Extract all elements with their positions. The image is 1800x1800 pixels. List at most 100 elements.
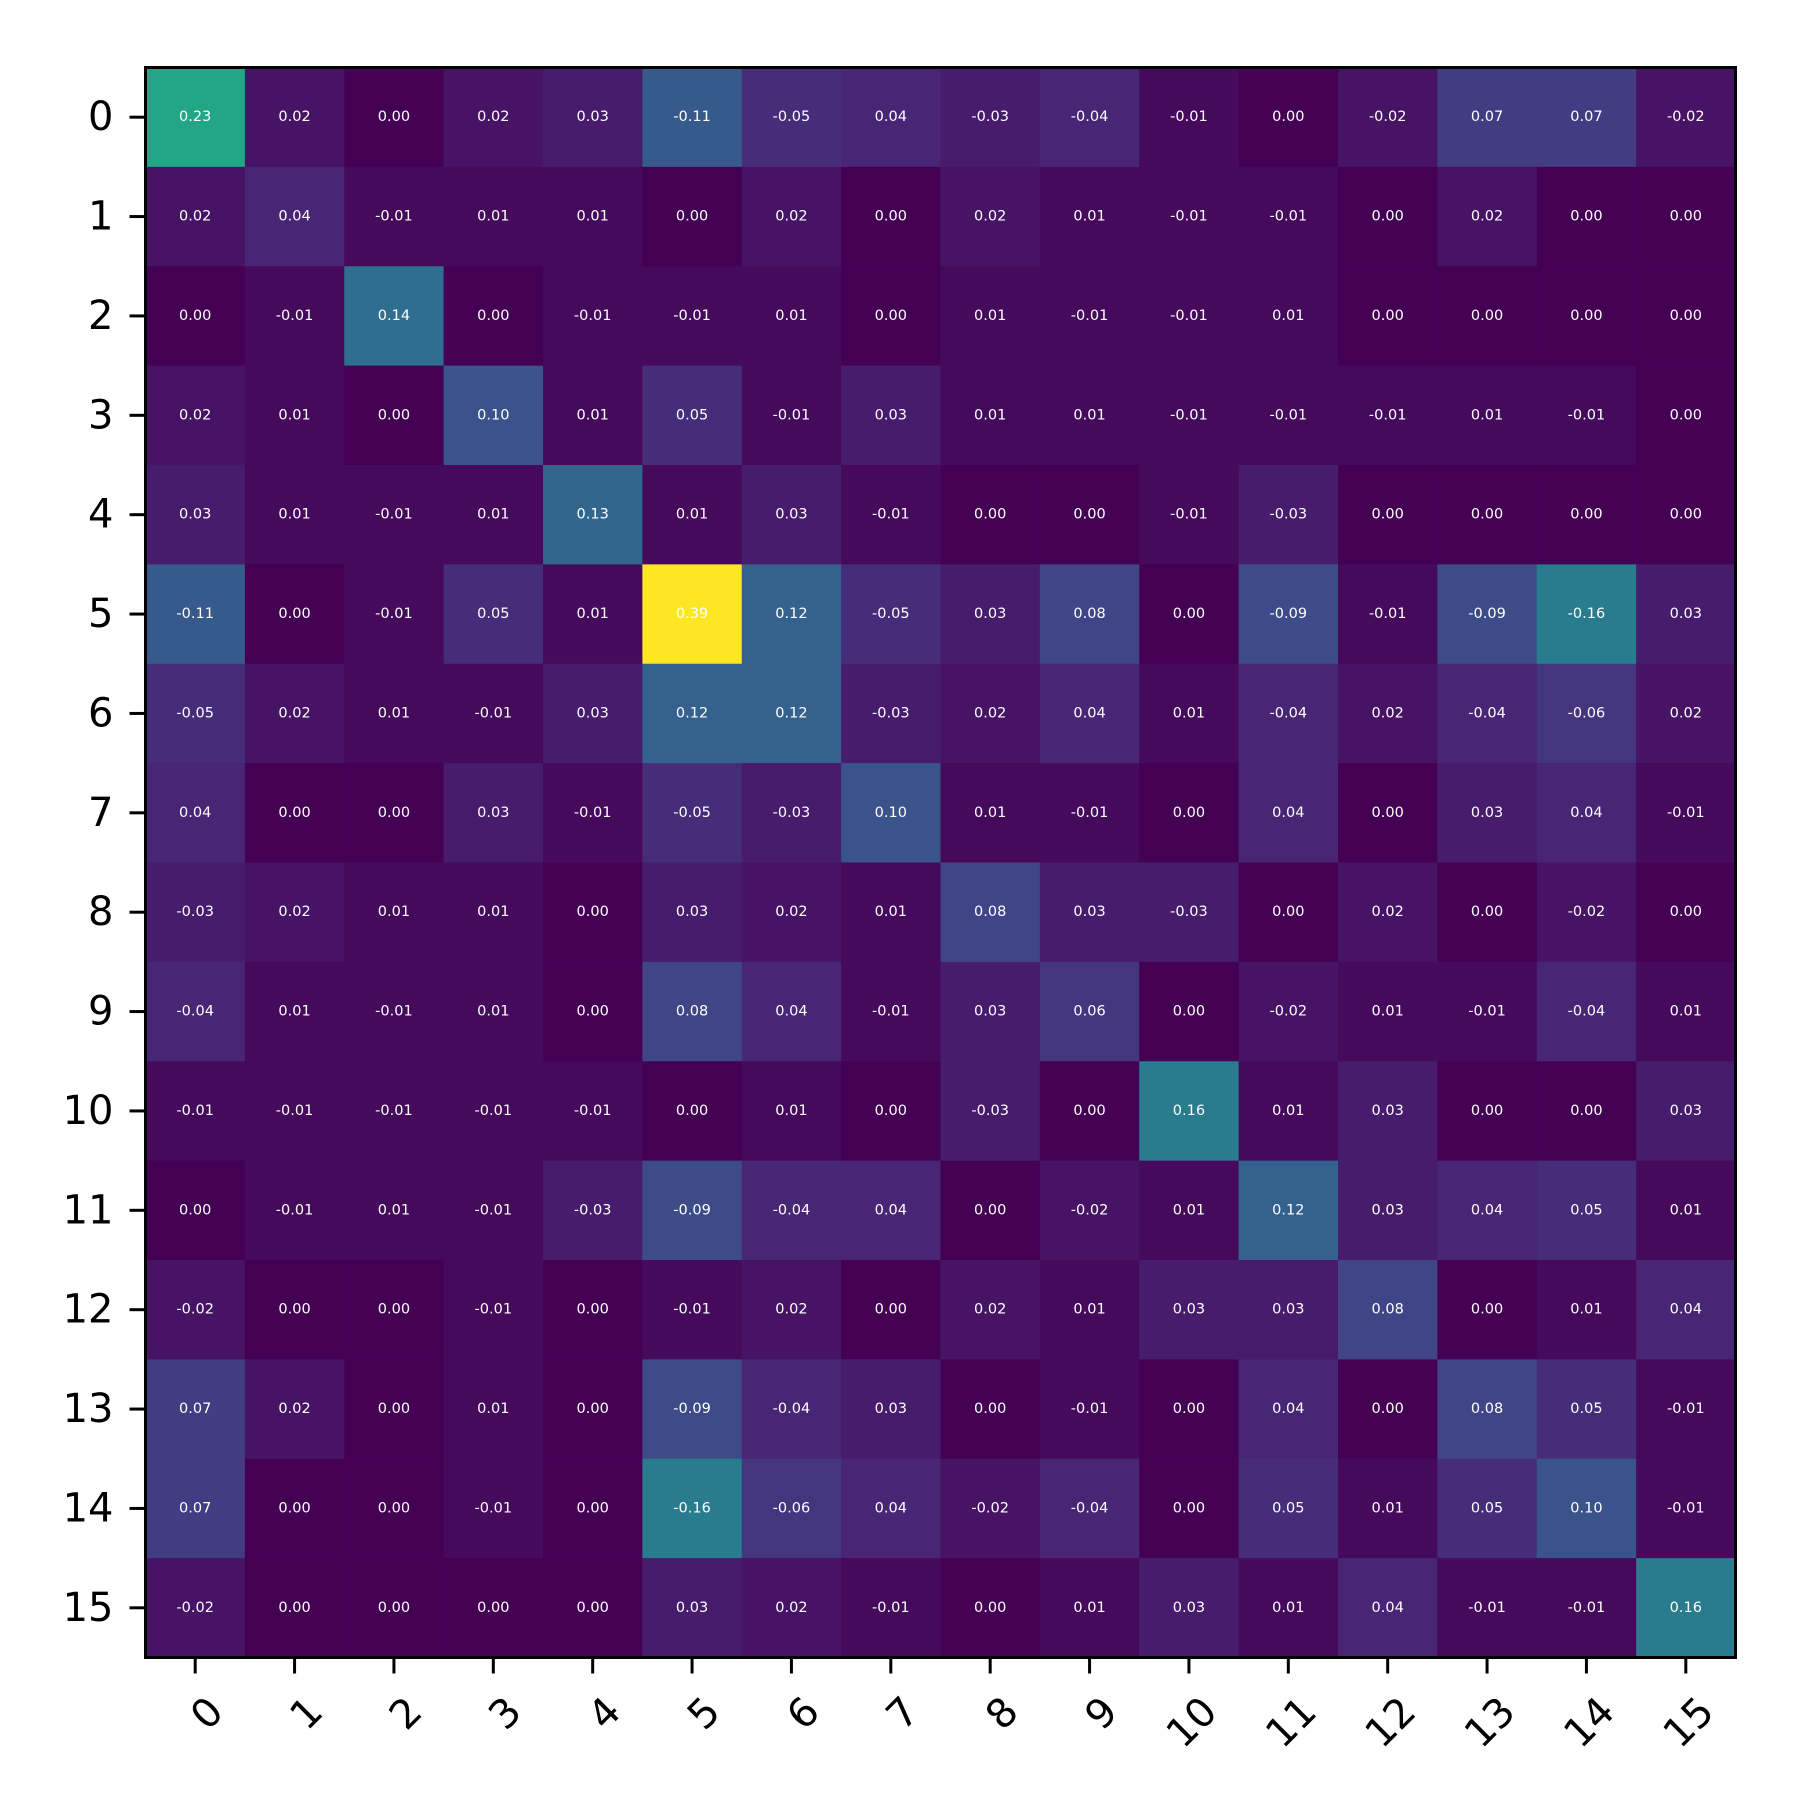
heatmap-cell-10-15 — [1636, 1061, 1736, 1162]
cell-value-label: 0.00 — [577, 1401, 609, 1417]
cell-value-label: -0.04 — [1468, 705, 1506, 721]
heatmap-cell-0-15 — [1636, 67, 1736, 168]
cell-value-label: 0.00 — [477, 308, 509, 324]
cell-value-label: -0.01 — [475, 1500, 513, 1516]
heatmap-cell-0-0 — [145, 67, 246, 168]
cell-value-label: -0.01 — [276, 308, 314, 324]
cell-value-label: 0.03 — [974, 1004, 1006, 1020]
cell-value-label: 0.02 — [179, 407, 211, 423]
cell-value-label: -0.03 — [971, 1103, 1009, 1119]
heatmap-cell-1-14 — [1536, 166, 1637, 267]
heatmap-cell-12-10 — [1139, 1260, 1240, 1360]
heatmap-cell-13-14 — [1536, 1359, 1637, 1460]
heatmap-cell-5-6 — [741, 564, 842, 665]
heatmap-cell-5-8 — [940, 564, 1041, 665]
heatmap-cell-13-15 — [1636, 1359, 1736, 1460]
heatmap-cell-8-0 — [145, 862, 246, 963]
cell-value-label: -0.03 — [1270, 507, 1308, 523]
cell-value-label: 0.01 — [477, 904, 509, 920]
heatmap-cell-7-4 — [543, 763, 643, 863]
cell-value-label: 0.01 — [974, 308, 1006, 324]
heatmap-cell-12-6 — [741, 1260, 842, 1360]
cell-value-label: 0.01 — [1570, 1302, 1602, 1318]
heatmap-cell-2-13 — [1437, 266, 1538, 367]
heatmap-cell-4-15 — [1636, 465, 1736, 565]
heatmap-cell-7-11 — [1238, 763, 1339, 863]
cell-value-label: 0.07 — [1471, 109, 1503, 125]
heatmap-cell-10-5 — [642, 1061, 743, 1162]
cell-value-label: 0.05 — [1471, 1500, 1503, 1516]
heatmap-cell-14-6 — [741, 1458, 842, 1559]
cell-value-label: -0.01 — [574, 1103, 612, 1119]
cell-value-label: 0.05 — [1570, 1401, 1602, 1417]
heatmap-cell-15-7 — [841, 1558, 941, 1658]
cell-value-label: 0.12 — [775, 606, 807, 622]
heatmap-cell-2-3 — [443, 266, 544, 367]
cell-value-label: 0.01 — [577, 209, 609, 225]
y-tick-label: 4 — [88, 492, 113, 538]
heatmap-cell-13-13 — [1437, 1359, 1538, 1460]
heatmap-cell-15-11 — [1238, 1558, 1339, 1658]
heatmap-cell-10-14 — [1536, 1061, 1637, 1162]
heatmap-cell-8-2 — [344, 862, 445, 963]
cell-value-label: 0.01 — [775, 1103, 807, 1119]
cell-value-label: 0.07 — [179, 1500, 211, 1516]
cell-value-label: 0.07 — [1570, 109, 1602, 125]
cell-value-label: -0.01 — [375, 1004, 413, 1020]
heatmap-cell-8-1 — [244, 862, 345, 963]
heatmap-cell-11-15 — [1636, 1160, 1736, 1261]
heatmap-cell-2-4 — [543, 266, 643, 367]
cell-value-label: 0.00 — [1570, 308, 1602, 324]
cell-value-label: 0.00 — [1272, 904, 1304, 920]
cell-value-label: 0.01 — [974, 407, 1006, 423]
heatmap-cell-12-15 — [1636, 1260, 1736, 1360]
heatmap-cell-8-11 — [1238, 862, 1339, 963]
heatmap-cell-15-5 — [642, 1558, 743, 1658]
heatmap-cell-10-11 — [1238, 1061, 1339, 1162]
x-tick-label: 13 — [1456, 1688, 1525, 1757]
heatmap-cell-3-2 — [344, 365, 445, 466]
heatmap-cell-1-5 — [642, 166, 743, 267]
cell-value-label: 0.01 — [1073, 1302, 1105, 1318]
heatmap-cell-15-12 — [1338, 1558, 1438, 1658]
cell-value-label: 0.02 — [775, 1302, 807, 1318]
heatmap-cell-6-1 — [244, 663, 345, 764]
heatmap-cell-8-15 — [1636, 862, 1736, 963]
heatmap-cell-2-12 — [1338, 266, 1438, 367]
heatmap-cell-6-5 — [642, 663, 743, 764]
cell-value-label: 0.03 — [1670, 606, 1702, 622]
cell-value-label: -0.01 — [1071, 308, 1109, 324]
cell-value-label: 0.00 — [1073, 1103, 1105, 1119]
heatmap-cell-10-6 — [741, 1061, 842, 1162]
heatmap-cell-2-2 — [344, 266, 445, 367]
heatmap-cell-1-4 — [543, 166, 643, 267]
cell-value-label: 0.08 — [1372, 1302, 1404, 1318]
heatmap-cell-6-11 — [1238, 663, 1339, 764]
cell-value-label: 0.02 — [1471, 209, 1503, 225]
heatmap-cell-15-14 — [1536, 1558, 1637, 1658]
cell-value-label: 0.01 — [1272, 308, 1304, 324]
cell-value-label: -0.01 — [872, 1004, 910, 1020]
cell-value-label: -0.03 — [1170, 904, 1208, 920]
cell-value-label: 0.08 — [676, 1004, 708, 1020]
cell-value-label: 0.02 — [1372, 705, 1404, 721]
heatmap-cell-10-12 — [1338, 1061, 1438, 1162]
cell-value-label: 0.00 — [278, 1302, 310, 1318]
heatmap-cell-7-14 — [1536, 763, 1637, 863]
x-axis: 0 1 2 3 4 5 6 7 8 9 10 11 12 13 14 15 — [182, 1657, 1723, 1757]
heatmap-cell-6-4 — [543, 663, 643, 764]
cell-value-label: 0.02 — [278, 904, 310, 920]
heatmap-cell-10-3 — [443, 1061, 544, 1162]
heatmap-cell-7-9 — [1039, 763, 1140, 863]
heatmap-cell-12-11 — [1238, 1260, 1339, 1360]
cell-value-label: 0.16 — [1173, 1103, 1205, 1119]
cell-value-label: -0.01 — [1170, 407, 1208, 423]
heatmap-cell-11-10 — [1139, 1160, 1240, 1261]
cell-value-label: 0.01 — [1670, 1202, 1702, 1218]
cell-value-label: 0.00 — [179, 308, 211, 324]
heatmap-cell-3-15 — [1636, 365, 1736, 466]
heatmap-cell-13-4 — [543, 1359, 643, 1460]
cell-value-label: -0.01 — [276, 1103, 314, 1119]
heatmap-cell-9-2 — [344, 961, 445, 1062]
cell-value-label: 0.02 — [477, 109, 509, 125]
